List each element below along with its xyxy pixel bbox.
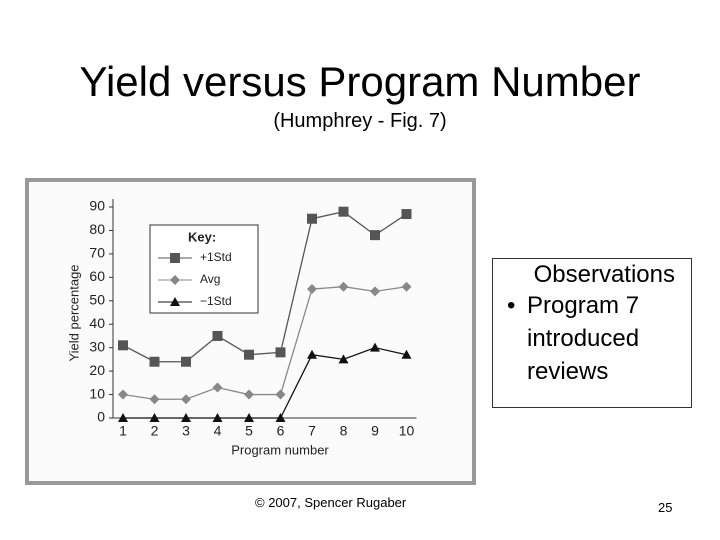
marker xyxy=(181,394,191,405)
y-tick-label: 70 xyxy=(89,245,105,261)
x-tick-label: 5 xyxy=(245,423,253,439)
y-tick-label: 90 xyxy=(89,198,105,214)
x-tick-label: 4 xyxy=(214,423,222,439)
legend-label: Avg xyxy=(200,272,220,286)
legend-marker xyxy=(170,253,180,263)
x-tick-label: 10 xyxy=(399,423,415,439)
observations-heading: Observations xyxy=(533,261,675,288)
bullet: • Program 7 introduced reviews xyxy=(493,289,691,388)
y-tick-label: 60 xyxy=(89,268,105,284)
marker xyxy=(307,284,317,295)
page-number: 25 xyxy=(658,500,673,515)
legend-label: +1Std xyxy=(200,250,232,264)
marker xyxy=(338,354,349,364)
marker xyxy=(275,389,286,400)
marker xyxy=(401,349,412,359)
marker xyxy=(118,413,128,422)
x-axis-label: Program number xyxy=(231,442,329,457)
marker xyxy=(275,413,286,422)
marker xyxy=(118,340,128,351)
marker xyxy=(370,286,380,297)
subtitle: (Humphrey - Fig. 7) xyxy=(273,110,447,132)
legend-label: −1Std xyxy=(200,294,232,308)
footer: © 2007, Spencer Rugaber xyxy=(255,495,407,510)
x-tick-label: 6 xyxy=(277,423,285,439)
x-tick-label: 9 xyxy=(371,423,379,439)
marker xyxy=(149,356,160,367)
x-tick-label: 3 xyxy=(182,423,190,439)
y-axis-label: Yield percentage xyxy=(66,264,81,361)
marker xyxy=(401,209,412,220)
marker xyxy=(307,213,317,224)
y-tick-label: 10 xyxy=(89,385,105,401)
marker xyxy=(212,413,223,422)
marker xyxy=(118,389,128,400)
bullet-text: Program 7 introduced reviews xyxy=(527,292,640,385)
series-line xyxy=(123,346,407,419)
legend-box xyxy=(149,224,259,314)
slide-title: Yield versus Program Number xyxy=(79,58,641,105)
legend-title: Key: xyxy=(188,229,216,244)
y-tick-label: 40 xyxy=(89,315,105,331)
marker xyxy=(181,413,191,422)
marker xyxy=(212,330,223,341)
x-tick-label: 1 xyxy=(119,423,127,439)
marker xyxy=(401,281,412,292)
marker xyxy=(181,356,191,367)
y-tick-label: 50 xyxy=(89,291,105,307)
observations-box: Observations • Program 7 introduced revi… xyxy=(492,258,692,408)
marker xyxy=(244,349,254,360)
marker xyxy=(307,349,317,359)
series-line xyxy=(122,286,407,400)
marker xyxy=(244,413,254,422)
marker xyxy=(149,413,160,422)
bullet-dot: • xyxy=(507,292,516,319)
marker xyxy=(338,281,349,292)
marker xyxy=(212,382,223,393)
y-tick-label: 0 xyxy=(97,409,105,425)
x-tick-label: 8 xyxy=(340,423,348,439)
marker xyxy=(370,342,380,352)
marker xyxy=(275,347,286,358)
marker xyxy=(370,230,380,241)
y-tick-label: 80 xyxy=(89,221,105,237)
legend-marker xyxy=(170,297,180,306)
x-tick-label: 7 xyxy=(308,423,316,439)
legend-marker xyxy=(170,275,180,285)
marker xyxy=(244,389,254,400)
x-tick-label: 2 xyxy=(151,423,159,439)
marker xyxy=(149,394,160,405)
series-line xyxy=(122,210,407,363)
marker xyxy=(338,206,349,217)
y-tick-label: 30 xyxy=(89,338,105,354)
y-tick-label: 20 xyxy=(89,362,105,378)
